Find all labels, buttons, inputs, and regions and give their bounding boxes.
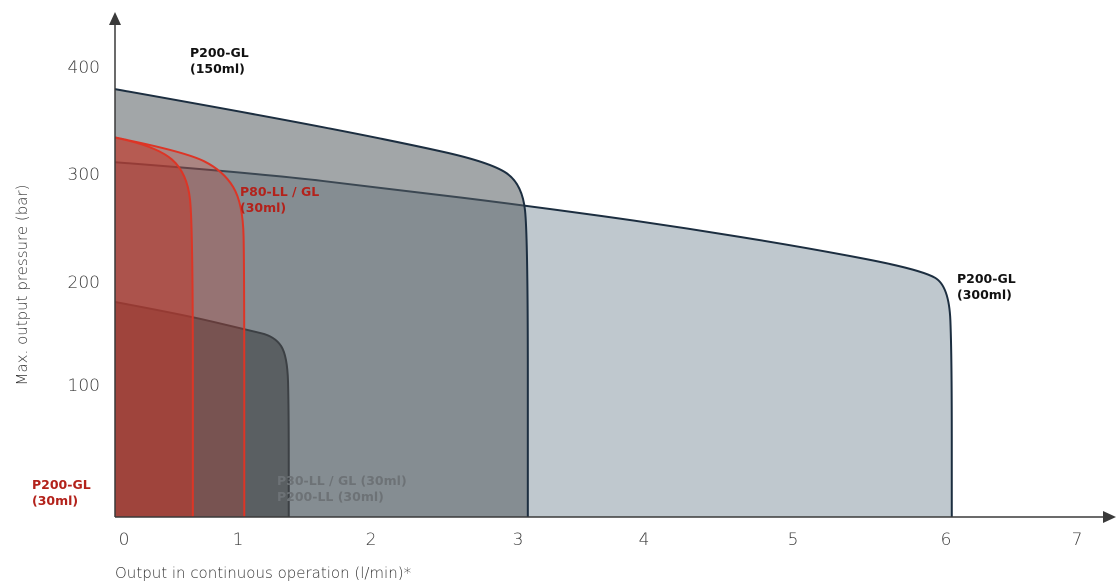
y-axis-title: Max. output pressure (bar) (13, 185, 31, 386)
y-tick-100: 100 (68, 376, 100, 396)
area-p200gl_30 (115, 137, 193, 517)
x-tick-3: 3 (513, 530, 524, 550)
label-p80-ll-gl-30-line1: P80-LL / GL (240, 184, 319, 199)
series-p200gl_30 (114, 136, 194, 517)
x-tick-2: 2 (366, 530, 377, 550)
y-tick-labels: 100 200 300 400 (68, 58, 100, 396)
outline-p30_ll_gl_30 (114, 301, 290, 517)
outline-p80_ll_gl_30 (114, 136, 246, 517)
label-p200gl-150-line1: P200-GL (190, 45, 249, 60)
x-tick-6: 6 (941, 530, 952, 550)
outline-p200gl_150 (114, 88, 529, 517)
series-labels: P200-GL (150ml) P80-LL / GL (30ml) P200-… (32, 45, 1020, 508)
label-p200gl-30-line2: (30ml) (32, 493, 78, 508)
y-tick-200: 200 (68, 273, 100, 293)
x-tick-labels: 0 1 2 3 4 5 6 7 (119, 530, 1083, 550)
x-axis-title: Output in continuous operation (l/min)* (115, 564, 411, 582)
y-axis-arrow (109, 12, 121, 25)
label-p80-ll-gl-30-line2: (30ml) (240, 200, 286, 215)
label-p200gl-150-line2: (150ml) (190, 61, 245, 76)
label-p200gl-150: P200-GL (150ml) (190, 45, 253, 76)
label-p80-ll-gl-30: P80-LL / GL (30ml) (240, 184, 324, 215)
label-p200gl-30: P200-GL (30ml) (32, 477, 95, 508)
x-tick-5: 5 (788, 530, 799, 550)
label-p200gl-300-line1: P200-GL (957, 271, 1016, 286)
series-areas (114, 88, 953, 518)
y-tick-400: 400 (68, 58, 100, 78)
axes (109, 12, 1116, 523)
x-tick-1: 1 (233, 530, 244, 550)
x-tick-7: 7 (1072, 530, 1083, 550)
y-tick-300: 300 (68, 165, 100, 185)
outline-p200gl_30 (114, 136, 194, 517)
x-axis-arrow (1103, 511, 1116, 523)
x-tick-0: 0 (119, 530, 130, 550)
label-p200gl-300: P200-GL (300ml) (957, 271, 1020, 302)
label-p200gl-30-line1: P200-GL (32, 477, 91, 492)
label-p200gl-300-line2: (300ml) (957, 287, 1012, 302)
label-p30-ll-gl-30-line1: P30-LL / GL (30ml) (277, 473, 407, 488)
label-p30-ll-gl-30-line2: P200-LL (30ml) (277, 489, 384, 504)
x-tick-4: 4 (639, 530, 650, 550)
label-p30-ll-gl-30: P30-LL / GL (30ml) P200-LL (30ml) (277, 473, 411, 504)
